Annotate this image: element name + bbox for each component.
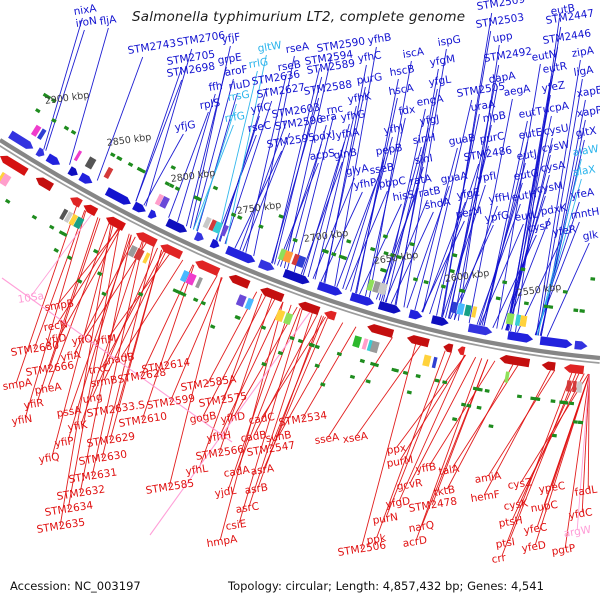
map-title: Salmonella typhimurium LT2, complete gen… [132,9,466,25]
gene-label[interactable]: crr [490,551,507,566]
genome-summary-text: Topology: circular; Length: 4,857,432 bp… [228,579,544,593]
gene-label[interactable]: ffh [207,79,224,94]
gene-arrows [0,130,588,375]
leader-lines [1,12,590,557]
accession-text: Accession: NC_003197 [10,579,141,593]
green-markers [4,92,596,438]
genome-backbone-arc [0,138,600,364]
status-bar: Accession: NC_003197 Topology: circular;… [0,573,600,600]
feature-blocks [0,124,583,393]
